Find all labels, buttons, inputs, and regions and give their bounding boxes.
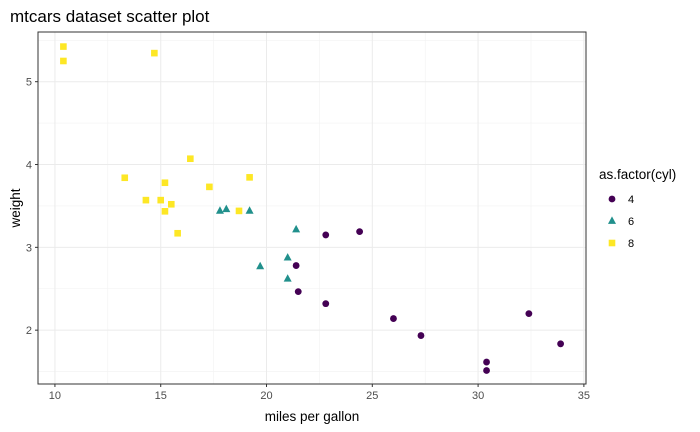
plot-panel [37, 31, 587, 385]
data-point-cyl-8 [161, 208, 169, 215]
x-tick-label: 35 [578, 390, 590, 402]
data-point-cyl-8 [151, 49, 158, 57]
axis-ticks: 10 15 20 25 30 35 2 3 4 5 [26, 77, 590, 402]
legend-items: 4 6 8 [608, 194, 634, 250]
data-point-cyl-6 [222, 204, 231, 213]
data-point-cyl-8 [121, 174, 129, 182]
data-point-cyl-8 [235, 207, 243, 215]
legend-title: as.factor(cyl) [599, 167, 676, 182]
x-tick-label: 15 [155, 390, 167, 402]
data-point-cyl-8 [60, 43, 67, 50]
data-point-cyl-8 [157, 196, 165, 204]
data-point-cyl-6 [256, 261, 265, 270]
y-axis-title: weight [8, 188, 23, 228]
data-point-cyl-8 [161, 179, 169, 187]
data-point-cyl-8 [142, 196, 150, 204]
chart-title: mtcars dataset scatter plot [10, 7, 210, 26]
data-point-cyl-8 [167, 200, 175, 208]
data-point-cyl-4 [294, 288, 302, 296]
data-point-cyl-8 [174, 229, 181, 237]
data-point-cyl-6 [292, 224, 301, 233]
x-tick-label: 25 [366, 390, 378, 402]
data-point-cyl-8 [206, 183, 213, 191]
y-tick-label: 2 [26, 325, 32, 337]
data-point-cyl-4 [483, 367, 490, 374]
legend-label-8: 8 [628, 238, 634, 250]
legend: as.factor(cyl) 4 6 8 [599, 167, 676, 250]
legend-key-8 [608, 239, 616, 247]
y-tick-label: 5 [26, 77, 32, 89]
data-point-cyl-8 [246, 174, 253, 181]
x-axis-title: miles per gallon [265, 409, 360, 424]
data-points [60, 43, 565, 374]
data-point-cyl-6 [245, 206, 254, 214]
y-tick-label: 3 [26, 242, 32, 254]
x-tick-label: 10 [49, 390, 61, 402]
data-point-cyl-4 [525, 310, 533, 317]
x-tick-label: 20 [260, 390, 272, 402]
y-tick-label: 4 [26, 160, 32, 172]
data-point-cyl-6 [283, 253, 292, 261]
legend-key-6 [608, 216, 616, 224]
data-point-cyl-8 [60, 57, 67, 65]
data-point-cyl-8 [187, 155, 194, 163]
legend-label-4: 4 [628, 194, 634, 206]
data-point-cyl-4 [356, 228, 364, 236]
gridlines [38, 32, 586, 384]
x-tick-label: 30 [472, 390, 484, 402]
data-point-cyl-4 [417, 332, 425, 339]
data-point-cyl-4 [322, 231, 330, 239]
legend-label-6: 6 [628, 216, 634, 228]
data-point-cyl-6 [215, 206, 224, 214]
data-point-cyl-6 [283, 274, 292, 282]
data-point-cyl-4 [390, 315, 397, 322]
data-point-cyl-4 [557, 340, 565, 348]
legend-key-4 [608, 195, 616, 203]
data-point-cyl-4 [322, 300, 330, 308]
data-point-cyl-4 [292, 262, 300, 269]
data-point-cyl-4 [483, 358, 490, 366]
